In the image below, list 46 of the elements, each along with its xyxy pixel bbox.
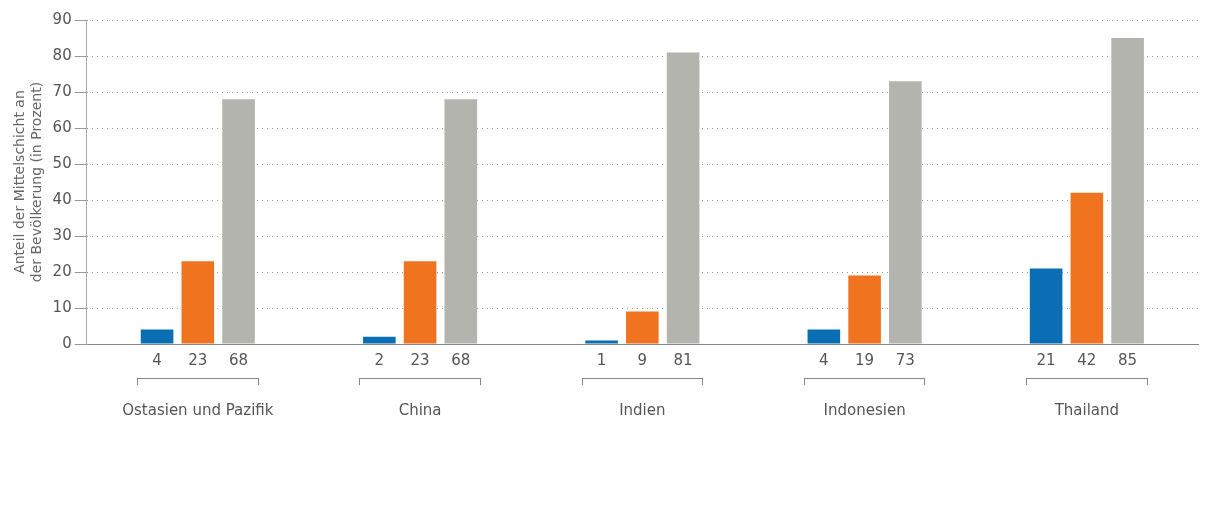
bar: [585, 340, 618, 344]
bar: [889, 81, 922, 344]
bar: [181, 261, 215, 344]
data-label: 4: [152, 351, 162, 370]
bar: [222, 99, 255, 344]
bar: [848, 275, 881, 344]
bar: [403, 261, 437, 344]
y-tick-label: 80: [52, 45, 72, 64]
y-tick-label: 50: [52, 153, 72, 172]
y-tick-label: 0: [62, 333, 72, 352]
y-tick-label: 40: [52, 189, 72, 208]
bar: [1029, 268, 1063, 344]
bar: [444, 99, 478, 344]
y-tick-label: 70: [52, 81, 72, 100]
bar: [807, 329, 841, 344]
y-axis-title: Anteil der Mittelschicht an der Bevölkerung (in Prozent): [11, 81, 44, 283]
x-tick-label: Thailand: [1053, 400, 1120, 419]
data-label: 19: [855, 351, 875, 370]
data-label: 81: [673, 351, 693, 370]
bar: [626, 311, 659, 344]
y-tick-label: 90: [52, 9, 72, 28]
data-label: 68: [229, 351, 249, 370]
data-label: 73: [895, 351, 915, 370]
x-tick-label: Indonesien: [823, 400, 906, 419]
y-tick-label: 60: [52, 117, 72, 136]
bar: [1070, 192, 1104, 344]
bar: [1111, 38, 1144, 344]
bar: [363, 336, 396, 344]
data-label: 2: [374, 351, 385, 370]
y-tick-label: 30: [52, 225, 72, 244]
data-label: 42: [1077, 351, 1097, 370]
y-tick-label: 10: [52, 297, 72, 316]
data-label: 1: [596, 351, 607, 370]
data-label: 68: [451, 351, 471, 370]
bar: [666, 52, 700, 344]
data-label: 21: [1036, 351, 1056, 370]
data-label: 85: [1118, 351, 1138, 370]
data-label: 4: [819, 351, 829, 370]
data-label: 9: [637, 351, 648, 370]
x-tick-label: Indien: [619, 400, 666, 419]
bar: [140, 329, 174, 344]
y-tick-label: 20: [52, 261, 72, 280]
data-label: 23: [410, 351, 430, 370]
x-tick-label: Ostasien und Pazifik: [122, 400, 274, 419]
x-tick-label: China: [398, 400, 442, 419]
data-label: 23: [188, 351, 208, 370]
